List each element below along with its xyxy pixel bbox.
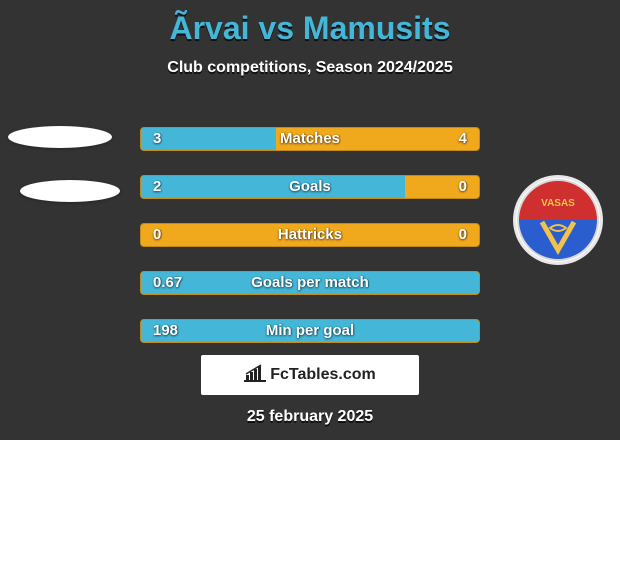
stat-value-right: 0 xyxy=(459,224,467,246)
club-badge-right: VASAS xyxy=(516,178,600,262)
stat-label: Hattricks xyxy=(141,224,479,246)
stat-label: Goals xyxy=(141,176,479,198)
page-title: Ãrvai vs Mamusits xyxy=(0,0,620,47)
stat-row: 0.67Goals per match xyxy=(140,271,480,295)
stat-row: 0Hattricks0 xyxy=(140,223,480,247)
stats-container: 3Matches42Goals00Hattricks00.67Goals per… xyxy=(140,127,480,367)
comparison-card: Ãrvai vs Mamusits Club competitions, Sea… xyxy=(0,0,620,440)
generation-date: 25 february 2025 xyxy=(0,408,620,426)
stat-label: Goals per match xyxy=(141,272,479,294)
stat-value-right: 0 xyxy=(459,176,467,198)
stat-row: 2Goals0 xyxy=(140,175,480,199)
stat-value-right: 4 xyxy=(459,128,467,150)
page-subtitle: Club competitions, Season 2024/2025 xyxy=(0,59,620,77)
left-avatar-1 xyxy=(8,126,112,148)
stat-label: Min per goal xyxy=(141,320,479,342)
stat-row: 198Min per goal xyxy=(140,319,480,343)
stat-label: Matches xyxy=(141,128,479,150)
left-avatar-2 xyxy=(20,180,120,202)
badge-text: VASAS xyxy=(541,198,575,209)
stat-row: 3Matches4 xyxy=(140,127,480,151)
logo-text: FcTables.com xyxy=(270,366,376,384)
fctables-logo: FcTables.com xyxy=(201,355,419,395)
chart-icon xyxy=(244,364,266,387)
